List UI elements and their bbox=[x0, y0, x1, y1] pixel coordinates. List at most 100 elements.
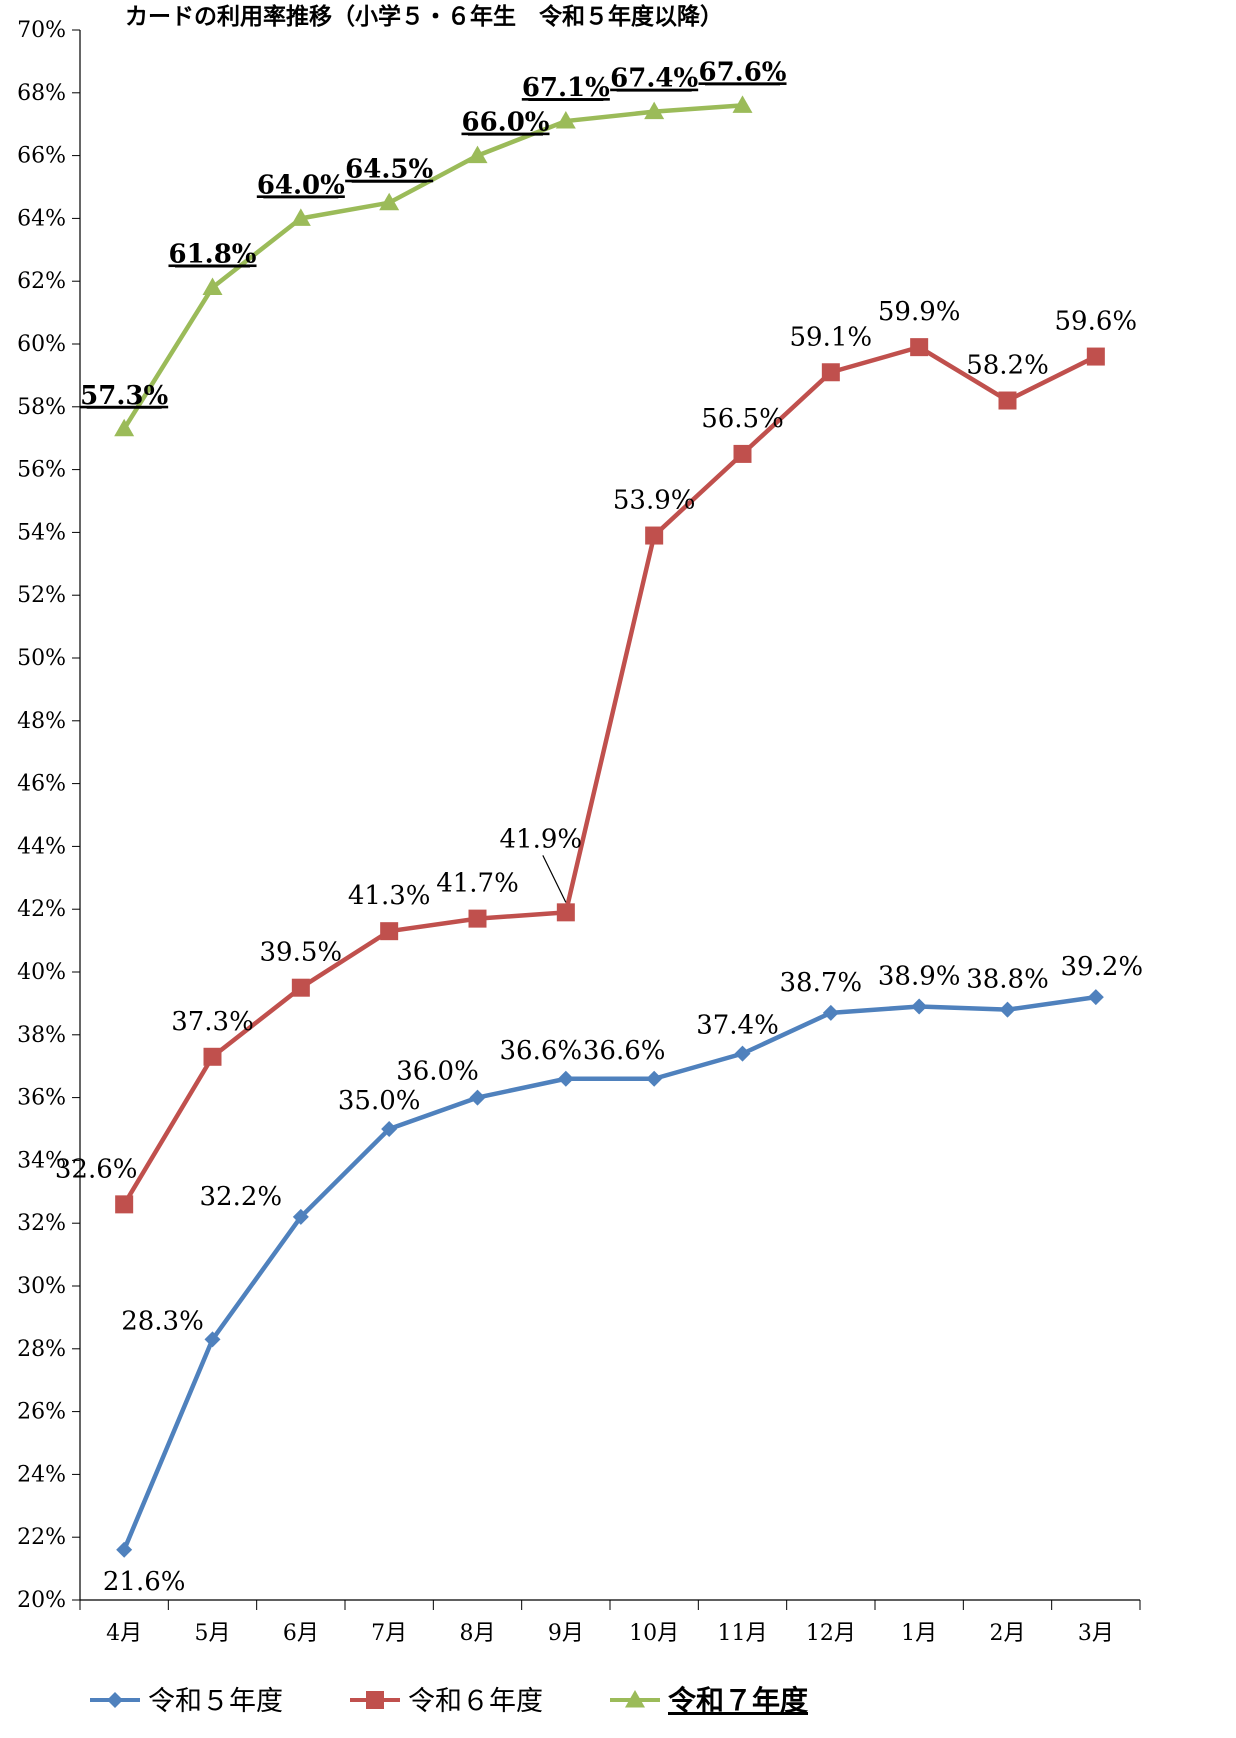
data-point-diamond bbox=[999, 1001, 1016, 1018]
data-label: 67.6% bbox=[698, 57, 786, 87]
data-label: 39.5% bbox=[260, 938, 343, 968]
data-label: 41.7% bbox=[436, 869, 519, 899]
y-tick-label: 68% bbox=[17, 81, 66, 106]
x-tick-label: 6月 bbox=[283, 1621, 319, 1646]
data-point-diamond bbox=[911, 998, 928, 1015]
data-point-square bbox=[910, 338, 929, 357]
data-label: 64.5% bbox=[345, 155, 433, 185]
axes: 20% 22% 24% 26% 28% 30% 32% 34% 36% 38% 40% 42% 44% 4… bbox=[17, 18, 1141, 1646]
data-point-square bbox=[468, 909, 487, 928]
y-tick-label: 52% bbox=[17, 583, 66, 608]
data-point-square bbox=[645, 526, 664, 545]
legend-label: 令和７年度 bbox=[668, 1684, 808, 1717]
series-1 bbox=[116, 989, 1104, 1558]
legend-item: 令和５年度 bbox=[90, 1686, 283, 1717]
y-tick-label: 24% bbox=[17, 1462, 66, 1487]
data-point-diamond bbox=[204, 1331, 221, 1348]
data-point-triangle bbox=[379, 192, 400, 211]
data-label: 36.6% bbox=[500, 1036, 583, 1066]
data-label: 28.3% bbox=[121, 1306, 204, 1336]
y-tick-label: 22% bbox=[17, 1525, 66, 1550]
data-label: 38.9% bbox=[878, 962, 961, 992]
y-tick-label: 44% bbox=[17, 834, 66, 859]
data-point-diamond bbox=[822, 1004, 839, 1021]
data-point-triangle bbox=[555, 111, 576, 129]
data-point-triangle bbox=[290, 208, 311, 226]
data-label: 32.2% bbox=[200, 1182, 283, 1212]
data-point-square bbox=[380, 922, 399, 941]
y-tick-label: 54% bbox=[17, 520, 66, 545]
data-label: 66.0% bbox=[461, 108, 549, 138]
series-line bbox=[122, 994, 1097, 1551]
data-label: 67.4% bbox=[610, 64, 698, 94]
data-label: 59.9% bbox=[878, 297, 961, 327]
data-label: 67.1% bbox=[522, 73, 610, 103]
y-tick-label: 60% bbox=[17, 332, 66, 357]
data-label: 39.2% bbox=[1061, 952, 1144, 982]
data-point-square bbox=[556, 903, 575, 922]
data-label: 59.1% bbox=[790, 322, 873, 352]
data-point-triangle bbox=[467, 145, 488, 164]
data-point-square bbox=[366, 1691, 384, 1709]
x-tick-label: 7月 bbox=[371, 1621, 407, 1646]
data-label: 32.6% bbox=[55, 1154, 138, 1184]
data-point-square bbox=[733, 444, 752, 463]
data-point-square bbox=[115, 1195, 134, 1214]
legend-label: 令和５年度 bbox=[148, 1686, 283, 1717]
series-line bbox=[122, 103, 743, 430]
data-label: 64.0% bbox=[257, 170, 345, 200]
series-2 bbox=[115, 338, 1105, 1214]
data-point-triangle bbox=[625, 1690, 645, 1708]
data-label: 38.7% bbox=[780, 968, 863, 998]
data-label: 57.3% bbox=[80, 381, 168, 411]
data-label: 36.0% bbox=[396, 1057, 479, 1087]
series-3 bbox=[114, 95, 753, 437]
legend-item: 令和７年度 bbox=[610, 1684, 808, 1717]
y-tick-label: 46% bbox=[17, 772, 66, 797]
data-point-square bbox=[821, 363, 840, 382]
data-label: 59.6% bbox=[1055, 307, 1138, 337]
y-tick-label: 42% bbox=[17, 897, 66, 922]
data-label: 53.9% bbox=[613, 486, 696, 516]
x-tick-label: 11月 bbox=[718, 1621, 768, 1646]
x-tick-label: 9月 bbox=[548, 1621, 584, 1646]
x-tick-label: 12月 bbox=[806, 1621, 856, 1646]
y-tick-label: 34% bbox=[17, 1148, 66, 1173]
data-label: 58.2% bbox=[966, 351, 1049, 381]
y-tick-label: 66% bbox=[17, 144, 66, 169]
y-tick-label: 36% bbox=[17, 1086, 66, 1111]
chart-title: カードの利用率推移（小学５・６年生 令和５年度以降） bbox=[125, 3, 723, 30]
data-point-diamond bbox=[646, 1070, 663, 1087]
data-label: 41.9% bbox=[500, 824, 583, 854]
data-point-diamond bbox=[381, 1121, 398, 1137]
y-tick-label: 20% bbox=[17, 1588, 66, 1613]
data-label: 36.6% bbox=[583, 1036, 666, 1066]
legend-item: 令和６年度 bbox=[350, 1686, 543, 1717]
data-label: 35.0% bbox=[338, 1086, 421, 1116]
data-point-triangle bbox=[732, 95, 753, 113]
data-point-triangle bbox=[644, 101, 665, 120]
data-point-square bbox=[291, 978, 310, 997]
data-point-diamond bbox=[292, 1208, 309, 1225]
legend: 令和５年度 令和６年度 令和７年度 bbox=[90, 1684, 808, 1717]
data-point-square bbox=[203, 1047, 222, 1066]
y-tick-label: 50% bbox=[17, 646, 66, 671]
data-point-diamond bbox=[734, 1045, 751, 1062]
legend-label: 令和６年度 bbox=[408, 1686, 543, 1717]
x-tick-label: 3月 bbox=[1078, 1621, 1114, 1646]
data-point-diamond bbox=[116, 1541, 133, 1558]
series-line bbox=[122, 344, 1097, 1206]
data-label: 56.5% bbox=[701, 404, 784, 434]
y-tick-label: 28% bbox=[17, 1337, 66, 1362]
x-tick-label: 5月 bbox=[195, 1621, 231, 1646]
series-layer bbox=[114, 95, 1105, 1558]
data-point-triangle bbox=[202, 277, 223, 295]
y-tick-label: 26% bbox=[17, 1400, 66, 1425]
y-tick-label: 58% bbox=[17, 395, 66, 420]
data-point-triangle bbox=[114, 418, 135, 437]
data-label: 21.6% bbox=[103, 1567, 186, 1597]
y-tick-label: 62% bbox=[17, 269, 66, 294]
x-tick-label: 8月 bbox=[460, 1621, 496, 1646]
y-tick-label: 56% bbox=[17, 458, 66, 483]
